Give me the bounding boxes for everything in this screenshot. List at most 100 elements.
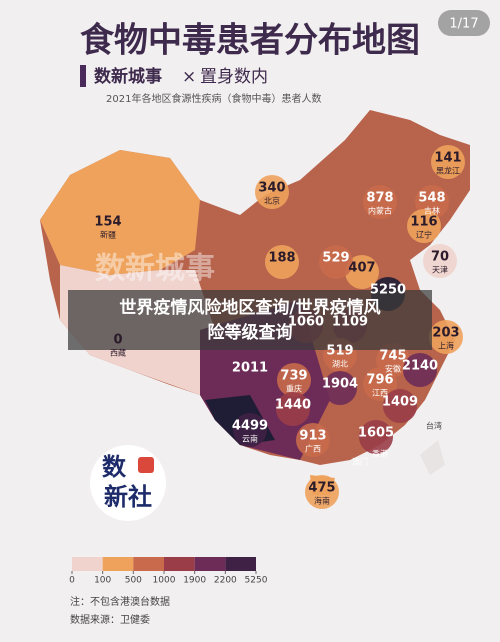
region-value: 116 xyxy=(410,215,437,230)
region xyxy=(277,363,311,397)
legend-swatch xyxy=(164,557,195,571)
place-name: 澳门 xyxy=(352,457,368,467)
overlay-text: 险等级查询 xyxy=(208,322,293,343)
region-name: 新疆 xyxy=(100,230,116,240)
region-value: 340 xyxy=(258,181,285,196)
region xyxy=(91,209,125,243)
region-value: 519 xyxy=(326,344,353,359)
region-value: 475 xyxy=(308,481,335,496)
region-value: 407 xyxy=(348,261,375,276)
region xyxy=(403,353,437,387)
region-value: 5250 xyxy=(370,283,406,298)
legend-swatch xyxy=(194,557,226,571)
place-name: 台湾 xyxy=(426,421,442,431)
overlay-text: 世界疫情风险地区查询/世界疫情风 xyxy=(119,297,380,318)
region-name: 重庆 xyxy=(286,384,302,394)
legend-label: 100 xyxy=(94,576,111,586)
title: 食物中毒患者分布地图 xyxy=(80,21,420,61)
region xyxy=(431,145,465,179)
region-name: 黑龙江 xyxy=(436,166,460,176)
region-name: 广西 xyxy=(305,444,321,454)
legend-label: 0 xyxy=(69,576,75,586)
region-name: 北京 xyxy=(264,196,280,206)
logo-text: 新社 xyxy=(104,483,152,511)
page-counter: 1/17 xyxy=(449,17,478,32)
taiwan-shape xyxy=(420,440,445,475)
note: 注：不包含港澳台数据 xyxy=(70,595,170,608)
region xyxy=(363,185,397,219)
region-value: 1109 xyxy=(332,315,368,330)
region-name: 安徽 xyxy=(385,364,401,374)
region-value: 154 xyxy=(94,215,121,230)
region-value: 2011 xyxy=(232,361,268,376)
region-value: 141 xyxy=(434,151,461,166)
subtitle: 2021年各地区食源性疾病（食物中毒）患者人数 xyxy=(106,92,321,105)
logo-text: 数 xyxy=(102,453,127,481)
region xyxy=(429,320,463,354)
region-name: 天津 xyxy=(432,265,448,275)
legend-label: 1000 xyxy=(153,576,176,586)
brand-bar xyxy=(80,65,86,87)
region xyxy=(383,389,417,423)
region-value: 4499 xyxy=(232,419,268,434)
region-value: 203 xyxy=(432,326,459,341)
region-name: 海南 xyxy=(314,496,330,506)
region-value: 1904 xyxy=(322,377,358,392)
region-value: 796 xyxy=(366,373,393,388)
region-name: 江西 xyxy=(372,389,388,398)
region xyxy=(323,371,357,405)
region xyxy=(255,175,289,209)
watermark: 数新城事 xyxy=(95,252,215,287)
page-counter-bg xyxy=(438,10,490,36)
region-value: 2140 xyxy=(402,359,438,374)
region-value: 1605 xyxy=(358,426,394,441)
region xyxy=(233,355,267,389)
logo-icon xyxy=(138,457,154,473)
region-name: 湖北 xyxy=(332,360,348,369)
legend-label: 500 xyxy=(125,576,142,586)
region xyxy=(305,475,339,509)
region xyxy=(296,423,330,457)
legend-swatch xyxy=(72,557,103,571)
region xyxy=(423,244,457,278)
region-value: 188 xyxy=(268,251,295,266)
brand: 数新城事 xyxy=(94,66,162,87)
region-value: 529 xyxy=(322,251,349,266)
legend-label: 1900 xyxy=(183,576,206,586)
region-value: 548 xyxy=(418,191,445,206)
region-value: 1409 xyxy=(382,395,418,410)
note: 数据来源：卫健委 xyxy=(70,613,150,626)
legend-swatch xyxy=(133,557,164,571)
region xyxy=(265,245,299,279)
region-name: 西藏 xyxy=(110,348,126,358)
legend-swatch xyxy=(102,557,134,571)
region xyxy=(407,209,441,243)
region-value: 1440 xyxy=(275,398,311,413)
region xyxy=(319,245,353,279)
region-value: 0 xyxy=(113,333,122,348)
region xyxy=(363,367,397,401)
region xyxy=(345,255,379,289)
region xyxy=(233,413,267,447)
legend-swatch xyxy=(225,557,256,571)
region-shape xyxy=(40,150,200,275)
region-value: 745 xyxy=(379,349,406,364)
overlay-band xyxy=(68,290,432,350)
region-name: 辽宁 xyxy=(416,230,432,240)
region-value: 739 xyxy=(280,369,307,384)
region-value: 1060 xyxy=(288,315,324,330)
region-name: 上海 xyxy=(438,341,454,351)
legend-label: 2200 xyxy=(214,576,237,586)
region-value: 70 xyxy=(431,250,449,265)
region-value: 913 xyxy=(299,429,326,444)
region-name: 云南 xyxy=(242,434,258,444)
region-name: 吉林 xyxy=(424,206,440,216)
region-name: 内蒙古 xyxy=(368,206,392,216)
cross: × xyxy=(182,67,196,87)
region xyxy=(359,420,393,454)
region-value: 878 xyxy=(366,191,393,206)
legend: 0 100 500 1000 1900 2200 5250 xyxy=(69,557,268,586)
region xyxy=(276,392,310,426)
